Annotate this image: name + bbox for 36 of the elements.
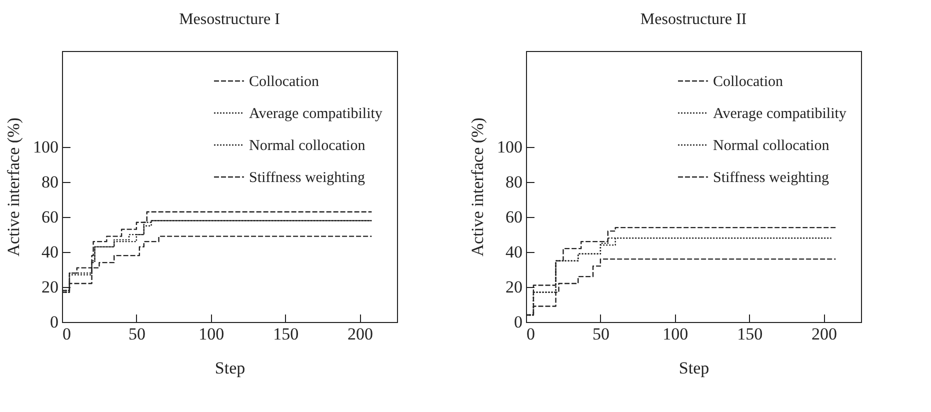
y-tick-label: 40 [42,242,58,262]
y-tick-label: 80 [42,172,58,192]
legend-label: Average compatibility [249,106,383,122]
y-tick-label: 100 [497,138,522,157]
y-tick-label: 60 [506,208,522,227]
legend-label: Collocation [713,74,784,90]
x-axis-title: Step [214,358,246,378]
x-tick-label: 50 [128,324,146,344]
x-tick-label: 200 [348,324,374,344]
legend-label: Normal collocation [249,138,366,154]
legend-label: Normal collocation [713,138,830,154]
legend-label: Average compatibility [713,106,847,122]
x-tick-label: 150 [273,324,299,344]
x-axis-title: Step [678,358,710,378]
chart-title: Mesostructure II [640,11,747,28]
x-tick-label: 0 [526,324,535,344]
y-axis-title: Active interface (%) [468,118,487,256]
legend-label: Stiffness weighting [713,170,830,186]
y-tick-label: 60 [42,208,58,227]
y-tick-label: 0 [50,312,58,332]
x-tick-label: 200 [812,324,838,344]
legend-label: Stiffness weighting [249,170,366,186]
x-tick-label: 100 [198,324,224,344]
y-tick-label: 40 [506,242,522,262]
y-tick-label: 20 [42,278,58,297]
y-tick-label: 20 [506,278,522,297]
chart-title: Mesostructure I [179,11,280,28]
y-tick-label: 100 [33,138,58,157]
x-tick-label: 0 [62,324,71,344]
y-tick-label: 0 [514,312,522,332]
y-axis-title: Active interface (%) [4,118,23,256]
x-tick-label: 150 [737,324,763,344]
x-tick-label: 100 [662,324,688,344]
legend-label: Collocation [249,74,320,90]
x-tick-label: 50 [592,324,610,344]
y-tick-label: 80 [506,172,522,192]
